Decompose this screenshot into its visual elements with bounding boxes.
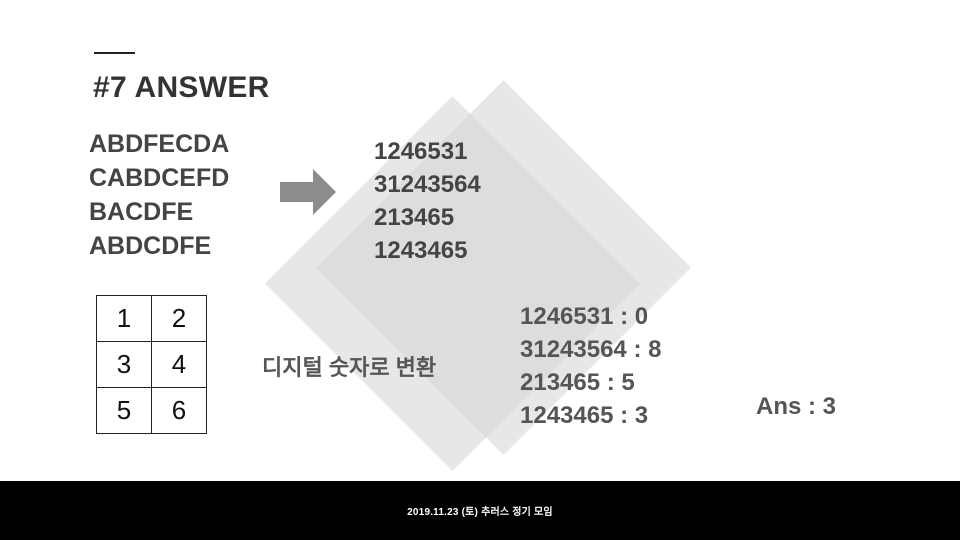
grid-cell: 2 (151, 295, 207, 342)
right-arrow-icon (280, 169, 336, 215)
grid-cell: 5 (96, 387, 152, 434)
answer-text: Ans : 3 (756, 393, 837, 420)
grid-cell: 1 (96, 295, 152, 342)
grid-cell: 3 (96, 341, 152, 388)
count-line: 31243564 : 8 (520, 336, 662, 363)
converted-number: 1243465 (374, 237, 468, 264)
count-line: 1246531 : 0 (520, 303, 649, 330)
converted-numbers-list: 1246531 31243564 213465 1243465 (374, 135, 481, 267)
slide-title: #7 ANSWER (93, 71, 270, 104)
grid-row: 3 4 (96, 341, 207, 388)
grid-cell: 6 (151, 387, 207, 434)
count-line: 213465 : 5 (520, 369, 635, 396)
digital-conversion-label: 디지털 숫자로 변환 (262, 355, 437, 380)
grid-row: 5 6 (96, 387, 207, 434)
input-strings-list: ABDFECDA CABDCEFD BACDFE ABDCDFE (89, 127, 229, 263)
converted-number: 213465 (374, 204, 455, 231)
count-line: 1243465 : 3 (520, 402, 649, 429)
digit-grid: 1 2 3 4 5 6 (96, 295, 207, 434)
grid-cell: 4 (151, 341, 207, 388)
converted-number: 31243564 (374, 171, 481, 198)
input-string: BACDFE (89, 198, 194, 226)
title-rule (94, 52, 135, 54)
input-string: ABDFECDA (89, 130, 230, 158)
grid-row: 1 2 (96, 295, 207, 342)
input-string: ABDCDFE (89, 232, 212, 260)
converted-number: 1246531 (374, 138, 468, 165)
footer-bar: 2019.11.23 (토) 추러스 정기 모임 (0, 481, 960, 540)
footer-text: 2019.11.23 (토) 추러스 정기 모임 (407, 507, 553, 518)
counts-list: 1246531 : 0 31243564 : 8 213465 : 5 1243… (520, 300, 661, 432)
input-string: CABDCEFD (89, 164, 230, 192)
